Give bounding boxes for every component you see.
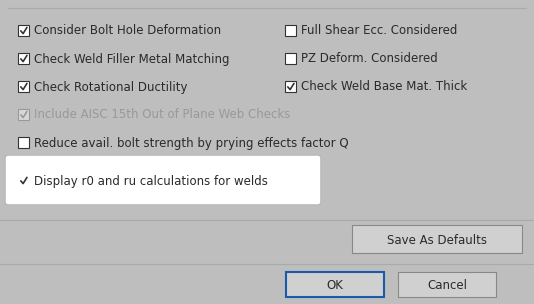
FancyBboxPatch shape — [5, 155, 321, 205]
Text: Save As Defaults: Save As Defaults — [387, 233, 487, 247]
Bar — [18, 25, 29, 36]
Bar — [18, 81, 29, 92]
Bar — [352, 225, 522, 253]
Bar — [286, 272, 384, 297]
Bar — [18, 175, 29, 186]
Bar — [285, 53, 296, 64]
Text: Consider Bolt Hole Deformation: Consider Bolt Hole Deformation — [34, 25, 221, 37]
Bar — [18, 53, 29, 64]
Text: Cancel: Cancel — [427, 279, 467, 292]
Bar — [285, 25, 296, 36]
Text: Reduce avail. bolt strength by prying effects factor Q: Reduce avail. bolt strength by prying ef… — [34, 136, 349, 150]
Bar — [398, 272, 496, 297]
Bar — [285, 81, 296, 92]
Text: Include AISC 15th Out of Plane Web Checks: Include AISC 15th Out of Plane Web Check… — [34, 109, 290, 122]
Text: Check Weld Base Mat. Thick: Check Weld Base Mat. Thick — [301, 81, 467, 94]
Text: Full Shear Ecc. Considered: Full Shear Ecc. Considered — [301, 25, 458, 37]
Text: Check Rotational Ductility: Check Rotational Ductility — [34, 81, 187, 94]
Text: PZ Deform. Considered: PZ Deform. Considered — [301, 53, 438, 65]
Bar — [18, 137, 29, 148]
Bar — [18, 109, 29, 120]
Text: Display r0 and ru calculations for welds: Display r0 and ru calculations for welds — [34, 174, 268, 188]
Text: OK: OK — [327, 279, 343, 292]
Text: Check Weld Filler Metal Matching: Check Weld Filler Metal Matching — [34, 53, 230, 65]
